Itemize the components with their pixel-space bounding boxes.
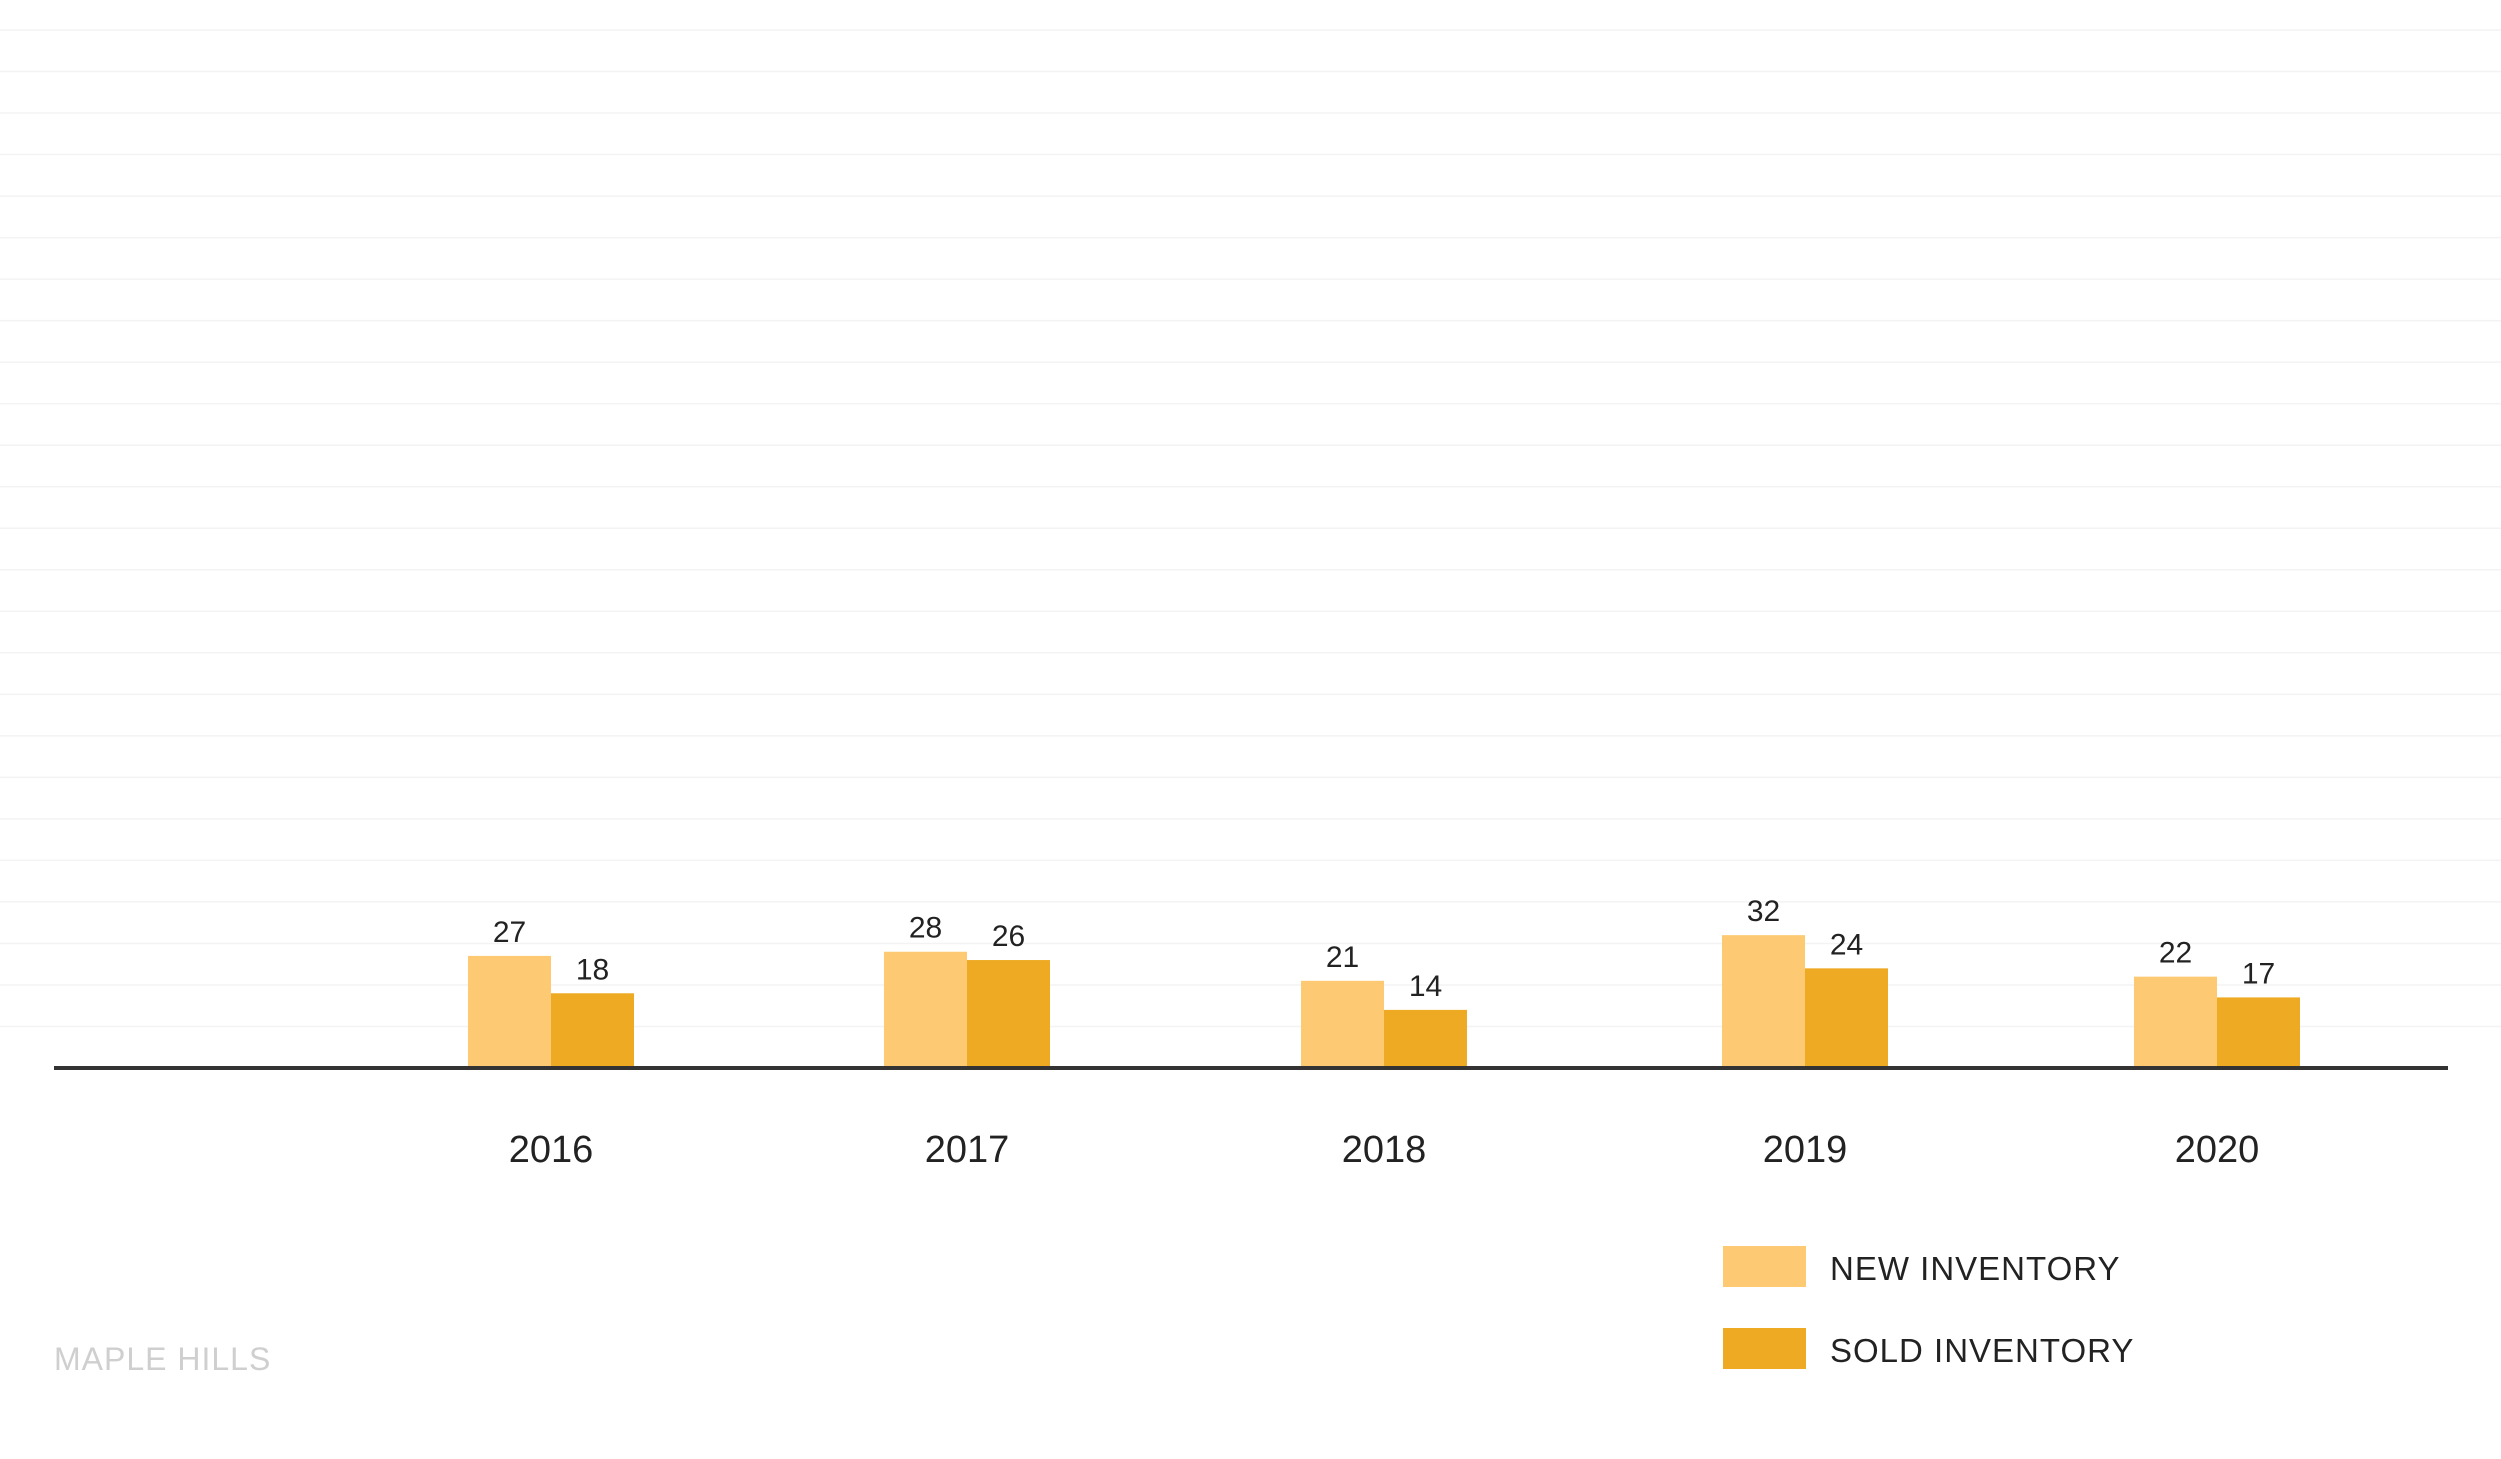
legend-swatch-sold-inventory [1723,1328,1806,1369]
value-label-sold-2020: 17 [2242,957,2275,990]
x-tick-label-2018: 2018 [1342,1129,1427,1171]
x-tick-label-2019: 2019 [1763,1129,1848,1171]
value-labels: 27 18 28 26 21 14 32 24 22 17 [493,895,2275,1003]
value-label-sold-2018: 14 [1409,970,1442,1003]
bar-new-2020 [2134,976,2217,1068]
value-label-sold-2016: 18 [576,953,609,986]
bars [468,935,2300,1068]
value-label-new-2017: 28 [909,912,942,945]
gridlines [0,29,2501,1028]
bar-new-2018 [1301,980,1384,1068]
value-label-new-2018: 21 [1326,941,1359,974]
bar-new-2017 [884,951,967,1068]
value-label-new-2019: 32 [1747,895,1780,928]
bar-sold-2016 [551,993,634,1068]
x-tick-label-2016: 2016 [509,1129,594,1171]
bar-sold-2020 [2217,997,2300,1068]
x-tick-label-2020: 2020 [2175,1129,2260,1171]
x-tick-label-2017: 2017 [925,1129,1010,1171]
bar-sold-2018 [1384,1009,1467,1068]
legend-label-new-inventory: NEW INVENTORY [1830,1250,2121,1287]
value-label-sold-2017: 26 [992,920,1025,953]
bar-new-2016 [468,955,551,1068]
bar-sold-2017 [967,960,1050,1068]
x-tick-labels: 2016 2017 2018 2019 2020 [509,1129,2260,1171]
value-label-sold-2019: 24 [1830,928,1863,961]
legend: NEW INVENTORY SOLD INVENTORY [1723,1246,2134,1369]
legend-label-sold-inventory: SOLD INVENTORY [1830,1332,2134,1369]
value-label-new-2020: 22 [2159,937,2192,970]
legend-swatch-new-inventory [1723,1246,1806,1287]
footer-brand-label: MAPLE HILLS [54,1341,271,1377]
value-label-new-2016: 27 [493,916,526,949]
bar-new-2019 [1722,935,1805,1068]
bar-sold-2019 [1805,968,1888,1068]
